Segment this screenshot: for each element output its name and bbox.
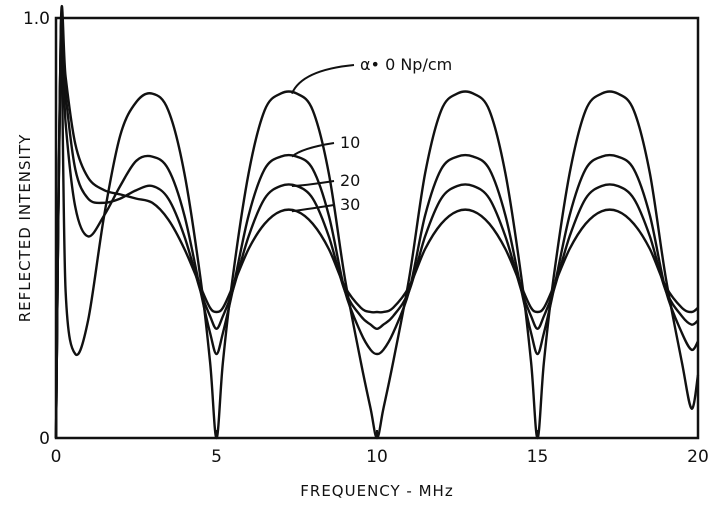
curve-labels: α• 0 Np/cm 10 20 30 [340, 55, 452, 214]
plot-frame [54, 16, 700, 440]
y-tick-label-0: 0 [39, 429, 50, 449]
x-axis-ticks: 0 5 10 15 20 [51, 430, 709, 467]
leader-line-2 [291, 180, 335, 187]
series-curves [54, 5, 700, 440]
leader-line-0 [290, 64, 355, 95]
curve-label-1: 10 [340, 133, 360, 152]
x-tick-label-20: 20 [687, 447, 709, 467]
leader-line-3 [291, 204, 335, 213]
y-axis-label: REFLECTED INTENSITY [16, 134, 34, 323]
series-line-0 [54, 48, 700, 440]
series-line-1 [54, 23, 700, 439]
x-axis-label: FREQUENCY - MHz [300, 482, 453, 500]
x-tick-label-15: 15 [527, 447, 549, 467]
curve-label-2: 20 [340, 171, 360, 190]
curve-label-3: 30 [340, 195, 360, 214]
curve-label-leaders [290, 64, 355, 213]
y-axis-ticks: 01.0 [23, 9, 50, 449]
x-tick-label-0: 0 [51, 447, 62, 467]
leader-line-1 [291, 142, 335, 158]
y-tick-label-1-0: 1.0 [23, 9, 50, 29]
series-line-3 [54, 5, 699, 439]
x-tick-label-10: 10 [366, 447, 388, 467]
series-line-2 [54, 11, 699, 439]
curve-label-0: α• 0 Np/cm [360, 55, 452, 74]
x-tick-label-5: 5 [211, 447, 222, 467]
